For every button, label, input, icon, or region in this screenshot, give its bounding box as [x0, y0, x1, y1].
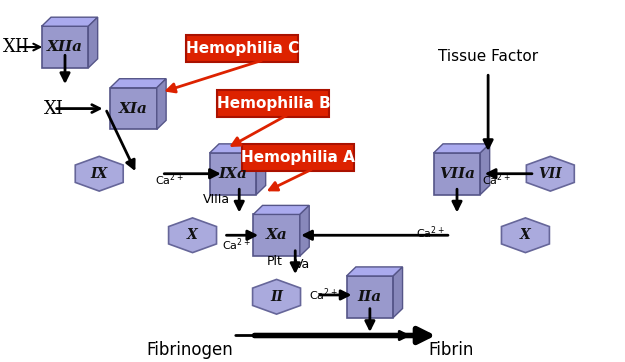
Text: IX: IX [91, 167, 108, 181]
FancyBboxPatch shape [209, 153, 256, 194]
Text: Tissue Factor: Tissue Factor [438, 49, 538, 64]
Text: VIIIa: VIIIa [202, 193, 230, 206]
Text: VII: VII [539, 167, 562, 181]
FancyBboxPatch shape [186, 35, 298, 62]
Text: Ca$^{2+}$: Ca$^{2+}$ [416, 224, 445, 241]
Text: X: X [187, 228, 198, 242]
Text: Hemophilia B: Hemophilia B [217, 96, 331, 111]
FancyBboxPatch shape [242, 144, 354, 171]
Polygon shape [209, 144, 266, 153]
Polygon shape [393, 267, 402, 317]
Text: VIIa: VIIa [439, 167, 475, 181]
FancyBboxPatch shape [434, 153, 481, 194]
Text: XIa: XIa [119, 102, 148, 115]
Polygon shape [88, 17, 98, 68]
Text: Hemophilia A: Hemophilia A [241, 150, 355, 165]
Polygon shape [169, 218, 216, 253]
Text: XII: XII [3, 38, 30, 56]
Text: X: X [520, 228, 531, 242]
Text: Hemophilia C: Hemophilia C [186, 41, 299, 56]
Text: Ca$^{2+}$: Ca$^{2+}$ [222, 237, 251, 253]
Polygon shape [526, 156, 574, 191]
Polygon shape [42, 17, 98, 26]
FancyBboxPatch shape [217, 89, 329, 117]
Text: IIa: IIa [358, 290, 382, 304]
Polygon shape [481, 144, 489, 194]
Text: II: II [270, 290, 283, 304]
Text: XIIa: XIIa [47, 40, 83, 54]
Text: Va: Va [295, 258, 311, 272]
Text: Ca$^{2+}$: Ca$^{2+}$ [155, 172, 184, 188]
Polygon shape [253, 279, 301, 314]
Text: Fibrin: Fibrin [428, 341, 474, 359]
Text: Xa: Xa [266, 228, 288, 242]
Polygon shape [253, 205, 309, 214]
Text: Fibrinogen: Fibrinogen [146, 341, 233, 359]
FancyBboxPatch shape [253, 214, 300, 256]
Polygon shape [346, 267, 403, 276]
FancyBboxPatch shape [346, 276, 393, 317]
Text: Plt: Plt [267, 255, 282, 268]
Polygon shape [256, 144, 266, 194]
Polygon shape [434, 144, 489, 153]
Polygon shape [300, 205, 309, 256]
FancyBboxPatch shape [110, 88, 157, 129]
Polygon shape [75, 156, 123, 191]
Polygon shape [501, 218, 549, 253]
Text: IXa: IXa [219, 167, 248, 181]
Polygon shape [157, 79, 166, 129]
Polygon shape [110, 79, 166, 88]
FancyBboxPatch shape [42, 26, 88, 68]
Text: Ca$^{2+}$: Ca$^{2+}$ [309, 287, 338, 303]
Text: Ca$^{2+}$: Ca$^{2+}$ [482, 172, 511, 188]
Text: XI: XI [44, 100, 64, 118]
